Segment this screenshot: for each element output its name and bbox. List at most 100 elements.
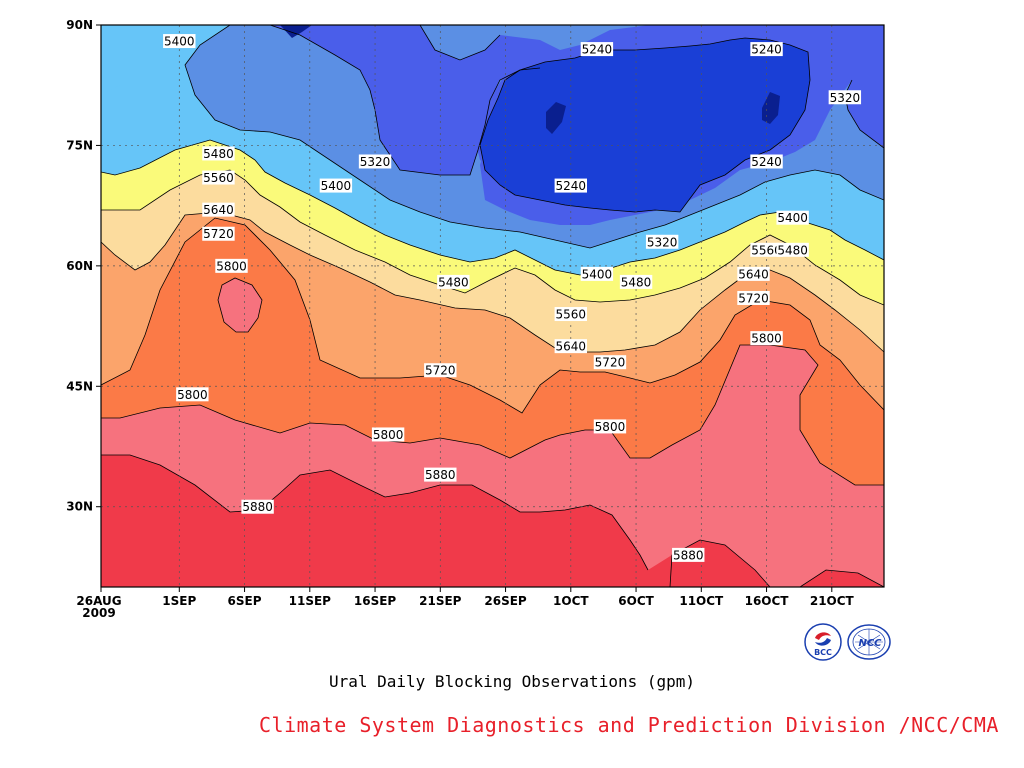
contour-label: 5880 (673, 548, 704, 562)
contour-label-box (202, 226, 235, 241)
contour-label: 5320 (647, 235, 678, 249)
contour-label-box (319, 178, 353, 193)
x-tick-label: 1SEP (162, 594, 196, 608)
contour-label-box (750, 154, 783, 169)
chart-caption: Ural Daily Blocking Observations (gpm) (328, 672, 696, 691)
band-below-5160-a (546, 102, 566, 134)
band-5160-5240 (480, 38, 810, 212)
contour-label: 5640 (738, 267, 769, 281)
contour-label-box (424, 363, 457, 378)
band-blob-6sep (218, 278, 262, 332)
contour-label: 5560 (203, 171, 234, 185)
contour-label-box (371, 427, 405, 442)
contour-label: 5640 (203, 203, 234, 217)
ncc-logo-text: NCC (858, 638, 882, 649)
contour-label-box (737, 266, 770, 281)
contour-label-box (176, 387, 209, 402)
contour-label-box (554, 307, 587, 322)
band-below-5160-c (280, 25, 312, 38)
x-tick-label: 26AUG (76, 594, 121, 608)
bcc-logo-text: BCC (814, 648, 832, 657)
ncc-logo: NCC (847, 624, 891, 660)
contour-label: 5800 (373, 428, 404, 442)
contour-label-box (750, 42, 783, 57)
contour-label-box (776, 242, 809, 257)
contour-label-box (580, 42, 614, 57)
contour-label-box (358, 154, 392, 169)
contour-label: 5880 (242, 500, 273, 514)
contour-label-box (593, 419, 627, 434)
contour-label-box (593, 355, 627, 370)
contour-label: 5800 (177, 388, 208, 402)
contour-label: 5400 (777, 211, 808, 225)
contour-label-box (750, 242, 783, 257)
contour-label: 5240 (556, 179, 587, 193)
contour-label-box (554, 178, 587, 193)
contour-label-box (202, 202, 235, 217)
contour-label-box (202, 170, 235, 185)
contour-label: 5400 (582, 267, 613, 281)
band-topleft (101, 25, 150, 95)
contour-label-box (241, 499, 274, 514)
contour-label: 5720 (425, 364, 456, 378)
contour-label-box (737, 290, 770, 305)
contour-label: 5400 (164, 35, 195, 49)
x-tick-label: 6OCT (618, 594, 654, 608)
contour-label-box (776, 210, 809, 225)
contour-label: 5240 (582, 43, 613, 57)
contour-label: 5480 (621, 275, 652, 289)
contour-label-box (645, 234, 679, 249)
contour-label: 5480 (203, 147, 234, 161)
contour-label: 5720 (595, 356, 626, 370)
grid-lines (101, 25, 884, 587)
contour-label-box (437, 274, 470, 289)
contour-label: 5720 (203, 227, 234, 241)
contour-fill (101, 25, 884, 587)
y-axis: 30N 45N 60N 75N 90N (66, 18, 101, 514)
contour-label: 5320 (830, 91, 861, 105)
y-tick-label: 75N (66, 138, 93, 152)
x-tick-label: 11SEP (289, 594, 332, 608)
contour-label-box (554, 339, 587, 354)
x-tick-label: 1OCT (553, 594, 589, 608)
contour-label: 5560 (751, 243, 782, 257)
contour-label: 5560 (556, 308, 587, 322)
y-tick-label: 90N (66, 18, 93, 32)
x-tick-label: 16OCT (745, 594, 790, 608)
contour-label: 5240 (751, 155, 782, 169)
x-tick-label: 21OCT (810, 594, 855, 608)
y-tick-label: 30N (66, 500, 93, 514)
contour-label: 5800 (216, 259, 247, 273)
y-tick-label: 60N (66, 259, 93, 273)
contour-label-box (202, 146, 235, 161)
contour-label-box (215, 258, 248, 273)
contour-label: 5880 (425, 468, 456, 482)
contour-label-box (828, 90, 862, 105)
contour-label: 5640 (556, 340, 587, 354)
contour-label: 5480 (777, 243, 808, 257)
contour-label: 5240 (751, 43, 782, 57)
contour-label: 5800 (595, 420, 626, 434)
contour-label-box (424, 467, 457, 482)
plot-frame (100, 24, 885, 588)
contour-label-box (580, 266, 614, 281)
contour-label-box (619, 274, 653, 289)
x-tick-label: 26SEP (484, 594, 527, 608)
contour-label-box (750, 331, 783, 346)
contour-labels: 5400 5240 5240 5320 5480 5320 5240 5560 5400 5240… (163, 34, 862, 562)
contour-label: 5320 (360, 155, 391, 169)
contour-label: 5480 (438, 275, 469, 289)
contour-label: 5400 (321, 179, 352, 193)
contour-label: 5720 (738, 291, 769, 305)
x-tick-label: 21SEP (419, 594, 462, 608)
contour-label: 5800 (751, 332, 782, 346)
contour-label-box (672, 547, 705, 562)
y-tick-label: 45N (66, 379, 93, 393)
credit-line: Climate System Diagnostics and Predictio… (259, 713, 999, 737)
contour-label-box (163, 34, 196, 49)
x-tick-label: 16SEP (354, 594, 397, 608)
x-tick-label: 2009 (82, 606, 115, 620)
x-tick-label: 6SEP (228, 594, 262, 608)
x-tick-label: 11OCT (679, 594, 724, 608)
